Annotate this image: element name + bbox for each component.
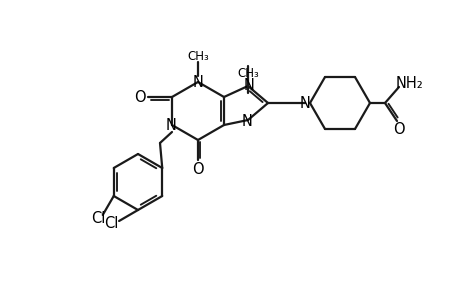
Text: CH₃: CH₃: [236, 67, 258, 80]
Text: O: O: [392, 122, 404, 136]
Text: N: N: [192, 74, 203, 89]
Text: N: N: [165, 118, 176, 133]
Text: Cl: Cl: [91, 211, 105, 226]
Text: N: N: [299, 95, 310, 110]
Text: N: N: [241, 113, 252, 128]
Text: O: O: [192, 161, 203, 176]
Text: N: N: [243, 77, 254, 92]
Text: O: O: [134, 89, 146, 104]
Text: NH₂: NH₂: [395, 76, 423, 91]
Text: Cl: Cl: [104, 215, 118, 230]
Text: CH₃: CH₃: [187, 50, 208, 62]
